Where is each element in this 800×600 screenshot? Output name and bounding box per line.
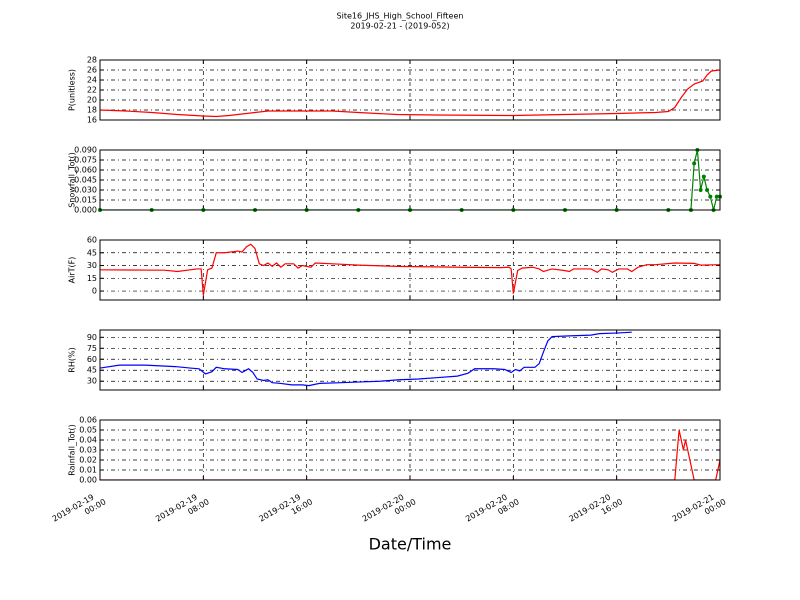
y-tick-label: 0.03 xyxy=(79,446,97,455)
y-tick-label: 0.045 xyxy=(74,176,97,185)
y-tick-label: 20 xyxy=(87,96,97,105)
y-tick-label: 30 xyxy=(87,377,97,386)
y-tick-label: 60 xyxy=(87,355,97,364)
x-tick-label: 2019-02-2016:00 xyxy=(567,488,624,532)
y-tick-label: 0.075 xyxy=(74,156,97,165)
y-tick-label: 0.030 xyxy=(74,186,97,195)
x-tick-label: 2019-02-1900:00 xyxy=(51,488,108,532)
x-tick-label: 2019-02-1908:00 xyxy=(154,488,211,532)
data-point xyxy=(705,188,710,192)
y-tick-label: 0.060 xyxy=(74,166,97,175)
data-line xyxy=(100,150,720,210)
y-axis-label: AirT(F) xyxy=(68,257,77,284)
data-line xyxy=(100,429,720,480)
plot-frame xyxy=(99,149,721,211)
data-point xyxy=(714,194,719,199)
y-tick-label: 90 xyxy=(87,333,97,342)
y-tick-label: 16 xyxy=(87,116,97,125)
chart-subtitle: 2019-02-21 - (2019-052) xyxy=(350,22,449,31)
data-line xyxy=(100,69,720,118)
y-tick-label: 45 xyxy=(87,248,97,257)
data-point xyxy=(708,194,713,199)
y-axis-label: P(unitless) xyxy=(68,69,77,111)
x-tick-label-group: 2019-02-2008:00 xyxy=(464,488,521,532)
y-tick-label: 45 xyxy=(87,366,97,375)
y-tick-label: 0.01 xyxy=(79,466,97,475)
x-tick-label-group: 2019-02-2016:00 xyxy=(567,488,624,532)
y-tick-label: 28 xyxy=(87,56,97,65)
y-axis-label: RH(%) xyxy=(68,347,77,372)
data-line xyxy=(100,331,632,387)
y-tick-label: 0.00 xyxy=(79,476,97,485)
x-tick-label-group: 2019-02-2000:00 xyxy=(361,488,418,532)
data-point xyxy=(701,174,706,179)
y-tick-label: 0.02 xyxy=(79,456,97,465)
data-line xyxy=(100,243,720,296)
y-tick-label: 0 xyxy=(92,287,97,296)
x-axis-label: Date/Time xyxy=(369,535,452,554)
y-tick-label: 0.05 xyxy=(79,426,97,435)
x-tick-label-group: 2019-02-1916:00 xyxy=(257,488,314,532)
y-tick-label: 22 xyxy=(87,86,97,95)
x-tick-label-group: 2019-02-1908:00 xyxy=(154,488,211,532)
x-tick-label: 2019-02-2100:00 xyxy=(671,488,728,532)
plot-frame xyxy=(99,59,721,121)
plot-frame xyxy=(99,329,721,391)
y-tick-label: 60 xyxy=(87,236,97,245)
y-tick-label: 18 xyxy=(87,106,97,115)
y-tick-label: 0.000 xyxy=(74,206,97,215)
y-tick-label: 24 xyxy=(87,76,97,85)
x-tick-label-group: 2019-02-1900:00 xyxy=(51,488,108,532)
x-tick-label: 2019-02-2000:00 xyxy=(361,488,418,532)
plot-frame xyxy=(99,419,721,481)
y-axis-label: Snowfall_Tot() xyxy=(68,152,77,208)
y-tick-label: 26 xyxy=(87,66,97,75)
y-tick-label: 0.06 xyxy=(79,416,97,425)
x-tick-label: 2019-02-2008:00 xyxy=(464,488,521,532)
y-tick-label: 30 xyxy=(87,261,97,270)
x-tick-label: 2019-02-1916:00 xyxy=(257,488,314,532)
chart-title: Site16_JHS_High_School_Fifteen xyxy=(337,12,464,21)
plot-frame xyxy=(99,239,721,301)
y-tick-label: 75 xyxy=(87,344,97,353)
y-tick-label: 0.090 xyxy=(74,146,97,155)
data-point xyxy=(692,161,697,166)
y-axis-label: Rainfall_Tot() xyxy=(68,424,77,476)
y-tick-label: 15 xyxy=(87,274,97,283)
data-point xyxy=(698,188,703,192)
x-tick-label-group: 2019-02-2100:00 xyxy=(671,488,728,532)
y-tick-label: 0.015 xyxy=(74,196,97,205)
y-tick-label: 0.04 xyxy=(79,436,97,445)
